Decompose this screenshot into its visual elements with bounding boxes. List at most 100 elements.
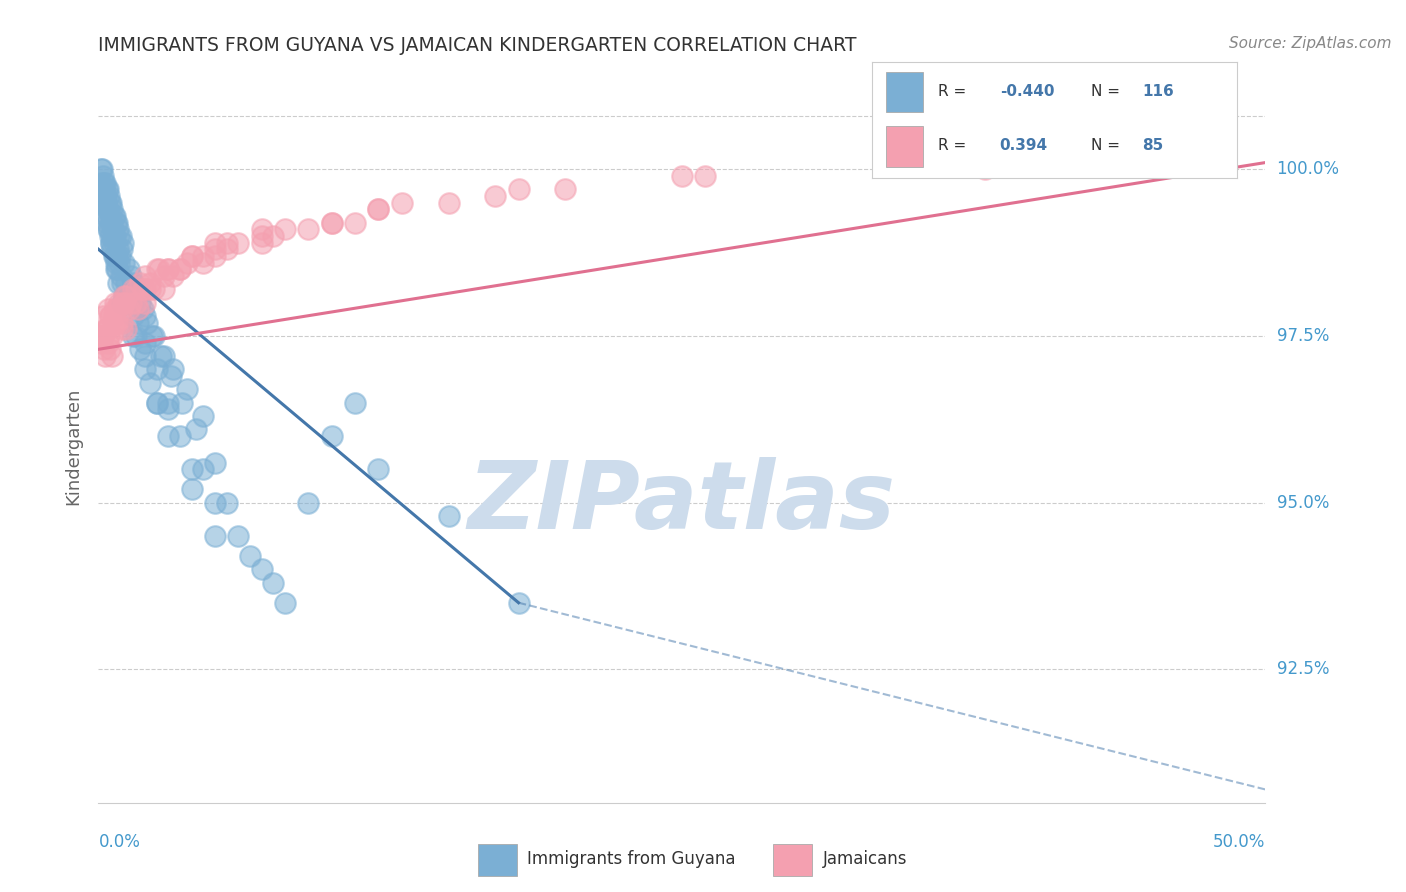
FancyBboxPatch shape [773,844,813,876]
Point [120,268,142,283]
Point [112,255,135,269]
Text: 95.0%: 95.0% [1277,493,1329,512]
Point [193,462,215,476]
Point [180,483,202,497]
Point [671,169,693,183]
Point [554,182,576,196]
Point [204,496,226,510]
Point [157,402,180,417]
Point [180,249,202,263]
Point [134,268,156,283]
Text: 50.0%: 50.0% [1213,833,1265,851]
Point [215,242,238,256]
Point [96,202,118,217]
Point [297,222,319,236]
Point [250,235,273,250]
Point [97,182,120,196]
Point [101,349,124,363]
Point [108,228,131,243]
Point [105,302,128,317]
Point [111,302,134,317]
Point [127,289,149,303]
Point [90,335,112,350]
Point [115,276,138,290]
Point [108,249,131,263]
Point [103,235,125,250]
Point [508,596,530,610]
Text: Immigrants from Guyana: Immigrants from Guyana [527,849,735,868]
Text: 85: 85 [1142,138,1164,153]
Point [104,209,127,223]
FancyBboxPatch shape [886,71,922,112]
Point [98,216,121,230]
Point [112,289,135,303]
Point [129,276,152,290]
Text: Jamaicans: Jamaicans [823,849,907,868]
Point [110,228,132,243]
Point [274,222,297,236]
Point [391,195,413,210]
Point [93,195,115,210]
Point [125,282,148,296]
Point [150,349,173,363]
Point [344,395,367,409]
Text: 116: 116 [1142,84,1174,99]
Point [146,262,169,277]
Point [111,276,134,290]
Point [101,202,124,217]
Point [104,295,127,310]
Text: R =: R = [938,138,976,153]
Point [105,262,128,277]
Point [204,456,226,470]
Point [437,509,460,524]
Point [90,162,112,177]
Point [91,195,114,210]
Point [103,249,125,263]
Point [262,575,284,590]
Point [297,496,319,510]
Point [136,316,159,330]
Point [321,216,343,230]
Point [97,222,120,236]
Text: Source: ZipAtlas.com: Source: ZipAtlas.com [1229,36,1392,51]
Point [176,255,198,269]
Point [93,343,115,357]
Point [204,529,226,543]
Point [127,302,149,317]
Text: 0.0%: 0.0% [98,833,141,851]
Point [98,343,121,357]
Point [169,262,191,277]
Point [100,235,122,250]
Point [111,295,134,310]
Point [104,316,127,330]
Point [104,302,127,317]
Point [112,295,135,310]
Point [204,242,226,256]
Point [974,162,997,177]
Point [107,242,129,256]
Point [250,562,273,576]
Point [104,255,127,269]
Text: N =: N = [1091,84,1125,99]
Point [115,295,138,310]
Point [96,216,118,230]
Point [100,235,122,250]
Point [162,362,184,376]
Point [122,329,145,343]
Point [134,282,156,296]
Point [321,216,343,230]
Text: IMMIGRANTS FROM GUYANA VS JAMAICAN KINDERGARTEN CORRELATION CHART: IMMIGRANTS FROM GUYANA VS JAMAICAN KINDE… [98,36,856,54]
Point [101,222,124,236]
Point [107,276,129,290]
Point [97,302,120,317]
Point [239,549,262,563]
Y-axis label: Kindergarten: Kindergarten [65,387,83,505]
Point [134,309,156,323]
Point [172,395,194,409]
Point [101,242,124,256]
Text: 92.5%: 92.5% [1277,660,1329,679]
Point [96,322,118,336]
Point [134,335,156,350]
Point [146,395,169,409]
Point [157,262,180,277]
